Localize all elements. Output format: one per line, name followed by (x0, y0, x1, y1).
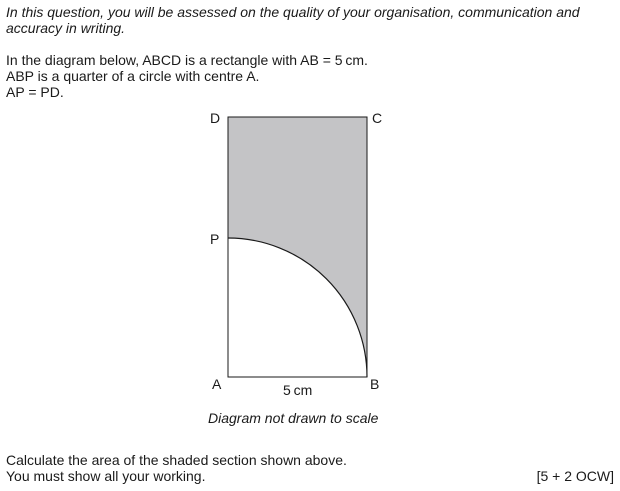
instructions-intro: In this question, you will be assessed o… (6, 4, 618, 36)
label-p: P (210, 231, 219, 247)
intro-line-1: In this question, you will be assessed o… (6, 4, 580, 20)
marks-allocation: [5 + 2 OCW] (536, 468, 614, 484)
label-c: C (372, 110, 382, 126)
question-line-1: In the diagram below, ABCD is a rectangl… (6, 52, 368, 68)
quarter-circle-arc (227, 237, 368, 378)
task-line-2: You must show all your working. (6, 468, 206, 484)
shaded-region (228, 117, 367, 377)
question-line-2: ABP is a quarter of a circle with centre… (6, 68, 260, 84)
label-d: D (210, 110, 220, 126)
intro-line-2: accuracy in writing. (6, 20, 126, 36)
task-line-1: Calculate the area of the shaded section… (6, 452, 347, 468)
question-text: In the diagram below, ABCD is a rectangl… (6, 52, 606, 100)
diagram-caption: Diagram not drawn to scale (208, 410, 379, 426)
dimension-ab: 5 cm (283, 382, 312, 398)
label-a: A (212, 376, 222, 392)
rectangle-abcd (227, 116, 368, 378)
label-b: B (370, 376, 379, 392)
task-text: Calculate the area of the shaded section… (6, 452, 347, 484)
question-line-3: AP = PD. (6, 84, 64, 100)
